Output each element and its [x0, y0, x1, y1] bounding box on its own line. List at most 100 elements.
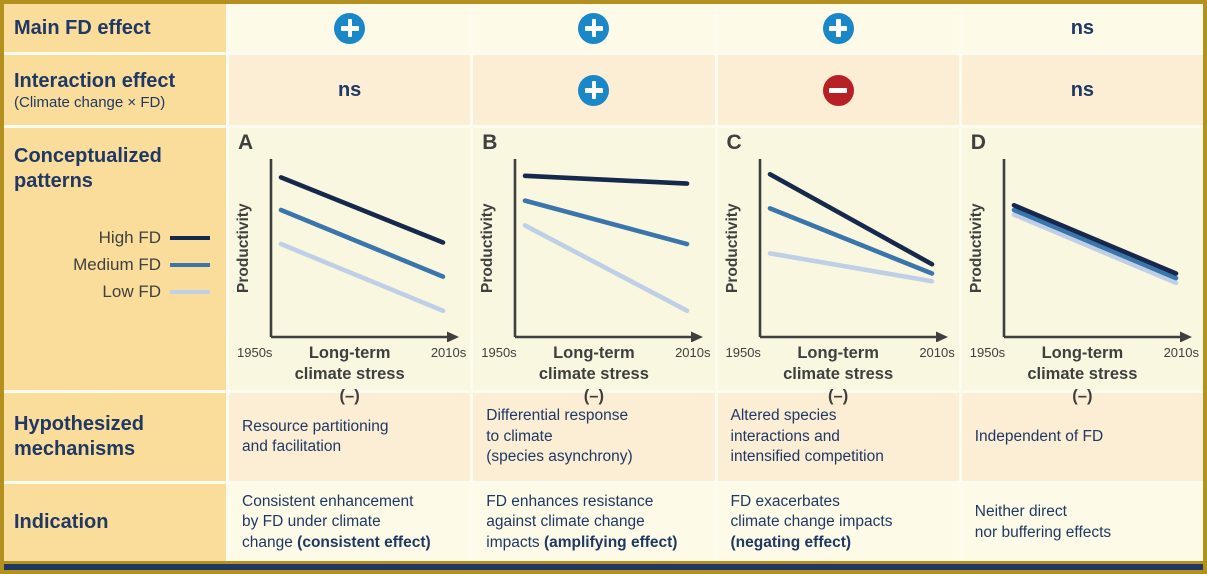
indication-text: FD enhances resistance against climate c… — [486, 492, 677, 553]
row-header-label: Main FD effect — [14, 16, 151, 39]
x-tick-start: 1950s — [969, 345, 1006, 360]
ns-label: ns — [1070, 78, 1095, 101]
main-effect-cell-c — [717, 4, 959, 52]
x-axis-label: Long-term climate stress (–) — [283, 343, 416, 407]
x-axis-labels: 1950s Long-term climate stress (–) 2010s — [724, 343, 955, 407]
fd-legend: High FD Medium FD Low FD — [14, 224, 226, 305]
y-axis-label: Productivity — [235, 203, 252, 293]
line-chart — [758, 159, 948, 342]
chart-panel-d: D Productivity 1950s Long-term climate s… — [961, 128, 1203, 405]
x-axis-label: Long-term climate stress (–) — [772, 343, 905, 407]
line-chart — [1002, 159, 1192, 342]
x-axis-label-line2: climate stress (–) — [1027, 365, 1138, 405]
row-header-label: Hypothesized mechanisms — [14, 413, 145, 460]
row-header-sublabel: (Climate change × FD) — [14, 93, 166, 111]
row-header-indication: Indication — [4, 484, 226, 562]
row-header-hypothesized-mechanisms: Hypothesized mechanisms — [4, 393, 226, 481]
figure-table: Main FD effect ns Interaction effect (Cl… — [4, 4, 1203, 562]
indication-text-regular: Consistent enhancement by FD under clima… — [242, 493, 414, 551]
plus-icon — [334, 12, 366, 44]
x-axis-label-line2: climate stress (–) — [783, 365, 894, 405]
medium-fd-line-swatch — [170, 262, 210, 267]
row-header-label: Conceptualized patterns — [14, 145, 162, 192]
x-axis-label-line1: Long-term — [308, 344, 391, 362]
indication-text-regular: FD exacerbates climate change impacts — [730, 493, 893, 531]
indication-text: FD exacerbates climate change impacts (n… — [731, 492, 893, 553]
chart-panel-b: B Productivity 1950s Long-term climate s… — [473, 128, 715, 405]
legend-item-high-fd: High FD — [14, 224, 210, 251]
x-tick-end: 2010s — [430, 345, 467, 360]
indication-text-regular: Neither direct nor buffering effects — [974, 503, 1112, 541]
row-header-interaction-effect: Interaction effect (Climate change × FD) — [4, 55, 226, 125]
line-chart — [269, 159, 459, 342]
chart-area: Productivity — [724, 157, 955, 342]
chart-panel-c: C Productivity 1950s Long-term climate s… — [717, 128, 959, 405]
interaction-cell-c — [717, 55, 959, 125]
ns-label: ns — [337, 78, 362, 101]
x-tick-end: 2010s — [675, 345, 711, 360]
interaction-cell-b — [473, 55, 715, 125]
mechanism-text: Altered species interactions and intensi… — [730, 407, 884, 466]
x-axis-label: Long-term climate stress (–) — [1016, 343, 1149, 407]
panel-label: C — [726, 131, 742, 154]
y-axis-label: Productivity — [723, 203, 741, 293]
main-effect-cell-d: ns — [961, 4, 1203, 52]
y-axis-label: Productivity — [479, 203, 497, 293]
legend-label: Low FD — [102, 281, 161, 301]
indication-text: Consistent enhancement by FD under clima… — [242, 492, 431, 553]
line-chart — [513, 159, 704, 342]
legend-item-low-fd: Low FD — [14, 278, 210, 305]
x-axis-label: Long-term climate stress (–) — [527, 343, 660, 407]
indication-text-bold: (consistent effect) — [297, 533, 431, 551]
row-header-label: Interaction effect — [14, 69, 176, 92]
mechanism-text: Resource partitioning and facilitation — [242, 417, 389, 455]
x-axis-label-line1: Long-term — [553, 344, 635, 362]
plus-icon — [822, 12, 854, 44]
minus-icon — [822, 74, 854, 106]
panel-label: A — [238, 131, 254, 154]
main-effect-cell-b — [473, 4, 715, 52]
indication-text-bold: (amplifying effect) — [543, 533, 678, 551]
x-axis-label-line2: climate stress (–) — [294, 365, 405, 405]
mechanism-cell-b: Differential response to climate (specie… — [473, 393, 715, 481]
high-fd-line-swatch — [170, 235, 210, 240]
x-axis-labels: 1950s Long-term climate stress (–) 2010s — [479, 343, 710, 407]
x-tick-end: 2010s — [919, 345, 955, 360]
plus-icon — [578, 12, 610, 44]
chart-panel-a: A Productivity 1950s Long-term climate s… — [229, 128, 471, 405]
indication-cell-a: Consistent enhancement by FD under clima… — [229, 484, 471, 562]
row-header-conceptualized-patterns: Conceptualized patterns High FD Medium F… — [4, 128, 226, 390]
legend-label: Medium FD — [73, 254, 161, 274]
indication-cell-b: FD enhances resistance against climate c… — [473, 484, 715, 562]
chart-area: Productivity — [968, 157, 1199, 342]
ns-label: ns — [1070, 16, 1095, 39]
y-axis-label: Productivity — [967, 203, 985, 293]
row-header-label: Indication — [14, 511, 109, 534]
indication-cell-c: FD exacerbates climate change impacts (n… — [717, 484, 959, 562]
indication-cell-d: Neither direct nor buffering effects — [961, 484, 1203, 562]
interaction-cell-a: ns — [229, 55, 471, 125]
chart-area: Productivity — [479, 157, 710, 342]
x-axis-label-line2: climate stress (–) — [538, 365, 649, 405]
plus-icon — [578, 74, 610, 106]
mechanism-cell-c: Altered species interactions and intensi… — [717, 393, 959, 481]
main-effect-cell-a — [229, 4, 471, 52]
panel-label: D — [970, 131, 986, 154]
x-tick-start: 1950s — [237, 345, 273, 360]
x-axis-label-line1: Long-term — [1041, 344, 1124, 362]
x-tick-end: 2010s — [1163, 345, 1199, 360]
interaction-cell-d: ns — [961, 55, 1203, 125]
indication-text: Neither direct nor buffering effects — [975, 502, 1111, 543]
indication-text-regular: FD enhances resistance against climate c… — [486, 493, 654, 551]
panel-label: B — [482, 131, 498, 154]
x-tick-start: 1950s — [725, 345, 761, 360]
legend-item-medium-fd: Medium FD — [14, 251, 210, 278]
indication-text-bold: (negating effect) — [730, 533, 852, 551]
mechanism-text: Differential response to climate (specie… — [486, 407, 633, 466]
row-header-main-fd-effect: Main FD effect — [4, 4, 226, 52]
chart-area: Productivity — [235, 157, 466, 342]
x-tick-start: 1950s — [481, 345, 517, 360]
bottom-accent-bar — [4, 564, 1203, 570]
x-axis-label-line1: Long-term — [797, 344, 879, 362]
